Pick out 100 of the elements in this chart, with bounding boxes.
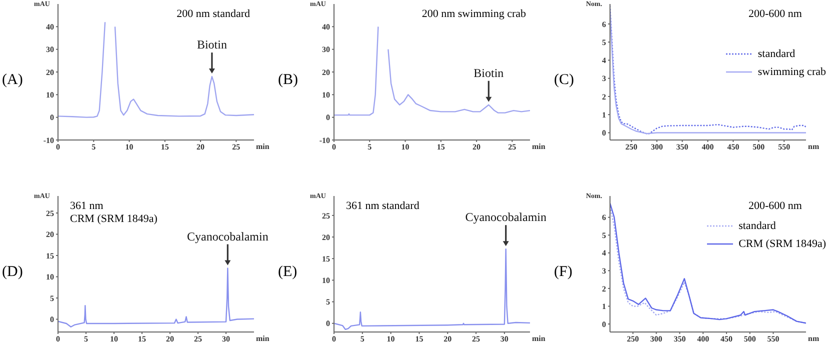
y-tick-label: 40 <box>46 22 54 32</box>
y-tick-label: 0 <box>602 128 606 138</box>
x-tick-label: 0 <box>332 334 336 344</box>
y-tick-label: 5 <box>602 38 606 47</box>
x-axis-title: nm <box>808 142 820 151</box>
legend-label: CRM (SRM 1849a) <box>738 238 826 250</box>
line-series <box>58 268 254 328</box>
x-tick-label: 10 <box>401 142 410 152</box>
text: (D) <box>2 264 23 281</box>
x-tick-label: 5 <box>368 142 372 152</box>
y-tick-label: 0 <box>602 320 606 329</box>
x-tick-label: 5 <box>360 334 364 344</box>
x-tick-label: 450 <box>720 334 732 344</box>
y-tick-label: 10 <box>46 90 54 100</box>
x-tick-label: 15 <box>415 334 424 344</box>
y-tick-label: 6 <box>602 20 606 29</box>
chart-subtitle: 200-600 nm <box>748 8 802 21</box>
x-tick-label: 250 <box>625 142 638 152</box>
legend-label: swimming crab <box>758 66 826 78</box>
x-tick-label: 450 <box>727 142 740 152</box>
y-tick-label: 5 <box>326 298 330 307</box>
x-tick-label: 300 <box>650 334 662 344</box>
legend-label: standard <box>758 48 796 60</box>
x-tick-label: 10 <box>110 334 118 344</box>
y-tick-label: 15 <box>322 254 330 264</box>
x-tick-label: 350 <box>676 142 688 152</box>
y-tick-label: 6 <box>602 213 606 222</box>
y-tick-label: 2 <box>602 92 606 102</box>
text: (E) <box>278 264 298 281</box>
x-tick-label: 500 <box>744 334 756 344</box>
text: 361 nm CRM (SRM 1849a) <box>70 200 158 226</box>
x-tick-label: 400 <box>697 334 710 344</box>
text: (B) <box>278 72 298 89</box>
y-tick-label: 3 <box>602 266 606 276</box>
x-tick-label: 20 <box>196 142 205 152</box>
x-tick-label: 250 <box>626 334 639 344</box>
x-tick-label: 15 <box>436 142 445 152</box>
y-tick-label: 4 <box>602 248 606 258</box>
x-tick-label: 5 <box>84 334 88 344</box>
y-tick-label: -10 <box>319 136 330 145</box>
x-tick-label: 400 <box>702 142 714 152</box>
y-tick-label: 1 <box>602 302 606 312</box>
y-tick-label: 1 <box>602 110 606 120</box>
y-tick-label: 0 <box>50 113 54 122</box>
x-tick-label: 20 <box>444 334 452 344</box>
y-tick-label: 30 <box>46 45 54 54</box>
x-tick-label: 25 <box>508 142 516 152</box>
x-tick-label: 0 <box>332 142 336 152</box>
y-tick-label: 15 <box>46 251 54 260</box>
y-tick-label: 20 <box>46 230 54 240</box>
y-tick-label: 10 <box>46 272 54 282</box>
annotation: Cyanocobalamin <box>187 229 268 244</box>
y-tick-label: 0 <box>50 315 54 324</box>
x-tick-label: 25 <box>232 142 240 152</box>
annotation: Biotin <box>196 38 227 52</box>
x-axis-title: nm <box>808 334 820 343</box>
text: (C) <box>554 72 574 89</box>
y-tick-label: 20 <box>322 232 330 242</box>
chart-subtitle: 361 nm standard <box>346 200 420 213</box>
x-tick-label: 10 <box>386 334 395 344</box>
x-tick-label: 5 <box>92 142 96 152</box>
chart-subtitle: 200 nm standard <box>176 8 250 21</box>
x-tick-label: 30 <box>222 334 230 344</box>
y-tick-label: 5 <box>602 230 606 240</box>
y-tick-label: 20 <box>322 68 330 77</box>
x-tick-label: 15 <box>160 142 169 152</box>
y-tick-label: 5 <box>50 294 54 303</box>
y-tick-label: 40 <box>322 22 330 32</box>
x-tick-label: 25 <box>472 334 480 344</box>
x-tick-label: 350 <box>674 334 686 344</box>
x-tick-label: 300 <box>650 142 663 152</box>
y-tick-label: 20 <box>46 68 54 77</box>
chart-subtitle: 200-600 nm <box>748 200 802 213</box>
x-tick-label: 25 <box>194 334 202 344</box>
y-tick-label: -10 <box>43 136 54 145</box>
x-tick-label: 550 <box>767 334 780 344</box>
x-tick-label: 20 <box>166 334 174 344</box>
text: (A) <box>2 72 23 89</box>
x-tick-label: 550 <box>778 142 790 152</box>
x-axis-title: min <box>256 142 270 151</box>
y-tick-label: 4 <box>602 56 606 66</box>
x-tick-label: 0 <box>56 142 60 152</box>
text: (F) <box>554 264 572 281</box>
x-tick-label: 0 <box>56 334 60 344</box>
y-tick-label: 0 <box>326 113 330 122</box>
legend-label: standard <box>738 220 776 232</box>
y-tick-label: 10 <box>322 90 330 100</box>
x-tick-label: 15 <box>138 334 146 344</box>
x-tick-label: 10 <box>125 142 134 152</box>
chart-subtitle: 200 nm swimming crab <box>422 8 526 21</box>
annotation: Cyanocobalamin <box>465 210 547 224</box>
x-tick-label: 500 <box>752 142 765 152</box>
x-axis-title: min <box>256 334 270 343</box>
x-axis-title: min <box>532 142 546 151</box>
x-tick-label: 30 <box>500 334 508 344</box>
y-tick-label: 0 <box>326 319 330 328</box>
y-tick-label: 3 <box>602 74 606 84</box>
y-tick-label: 10 <box>322 276 330 286</box>
x-axis-title: min <box>532 334 546 343</box>
x-tick-label: 20 <box>472 142 481 152</box>
